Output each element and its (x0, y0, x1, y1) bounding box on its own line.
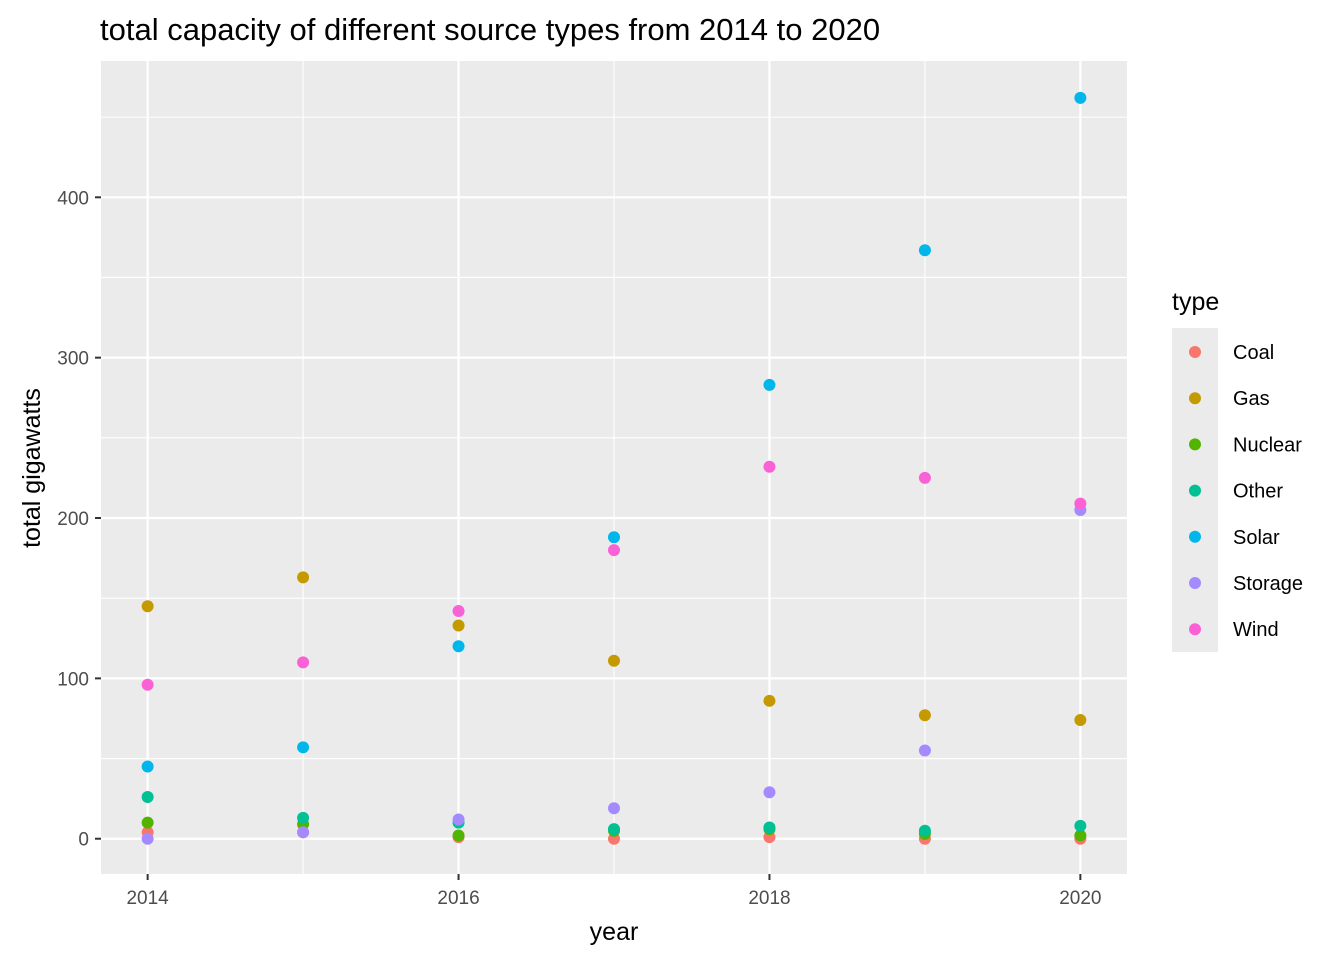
point-gas (918, 709, 931, 722)
point-gas (297, 571, 310, 584)
legend-label-storage: Storage (1233, 573, 1303, 595)
point-gas (763, 694, 776, 707)
point-wind (918, 471, 931, 484)
legend-items: Coal Gas Nuclear Other Solar Storage Wind (1189, 342, 1303, 641)
chart-title: total capacity of different source types… (100, 12, 880, 47)
point-solar (297, 741, 310, 754)
point-solar (1074, 91, 1087, 104)
point-wind (763, 460, 776, 473)
x-tick-label: 2014 (126, 888, 169, 909)
legend-key-other (1189, 484, 1201, 497)
point-solar (608, 531, 620, 544)
point-wind (608, 544, 620, 557)
legend-key-solar (1189, 530, 1201, 543)
point-storage (452, 813, 465, 826)
data-points (141, 91, 1087, 845)
point-storage (608, 802, 620, 815)
legend-label-other: Other (1233, 481, 1283, 503)
x-tick-label: 2016 (437, 888, 479, 909)
point-storage (763, 786, 776, 799)
axes: 2014 2016 2018 2020 0 100 200 300 400 (57, 188, 1101, 909)
legend-key-gas (1189, 392, 1201, 405)
point-other (141, 791, 154, 804)
x-tick-label: 2020 (1059, 888, 1101, 909)
point-wind (297, 656, 310, 669)
point-solar (141, 760, 154, 773)
point-gas (141, 600, 154, 613)
y-tick-label: 400 (57, 188, 89, 209)
point-storage (297, 826, 310, 839)
legend-title: type (1172, 288, 1219, 316)
y-tick-label: 100 (57, 669, 89, 690)
point-wind (452, 605, 465, 618)
point-gas (1074, 714, 1087, 727)
y-tick-label: 0 (78, 830, 89, 851)
x-tick-label: 2018 (748, 888, 790, 909)
point-other (1074, 819, 1087, 832)
point-other (608, 823, 620, 836)
point-other (763, 821, 776, 834)
point-nuclear (452, 829, 465, 842)
x-axis-title: year (590, 918, 639, 946)
legend-key-storage (1189, 577, 1201, 589)
point-gas (452, 619, 465, 632)
point-storage (918, 744, 931, 757)
point-wind (141, 678, 154, 691)
legend-label-wind: Wind (1233, 619, 1279, 641)
legend-label-gas: Gas (1233, 388, 1270, 410)
legend-label-coal: Coal (1233, 342, 1274, 364)
point-nuclear (141, 816, 154, 829)
y-axis-title: total gigawatts (18, 388, 46, 548)
y-tick-label: 200 (57, 509, 89, 530)
legend-key-wind (1189, 623, 1201, 636)
legend-key-nuclear (1189, 438, 1201, 451)
legend-label-nuclear: Nuclear (1233, 434, 1302, 456)
point-other (918, 824, 931, 837)
legend-label-solar: Solar (1233, 527, 1280, 549)
point-wind (1074, 497, 1087, 510)
y-tick-label: 300 (57, 349, 89, 370)
point-gas (608, 654, 620, 667)
point-solar (918, 244, 931, 257)
point-other (297, 811, 310, 824)
legend: type Coal Gas Nuclear Other Solar Storage Wind (1172, 288, 1303, 652)
point-nuclear (1074, 829, 1087, 842)
point-storage (141, 832, 154, 845)
point-solar (763, 378, 776, 391)
point-solar (452, 640, 465, 653)
legend-key-coal (1189, 346, 1201, 358)
